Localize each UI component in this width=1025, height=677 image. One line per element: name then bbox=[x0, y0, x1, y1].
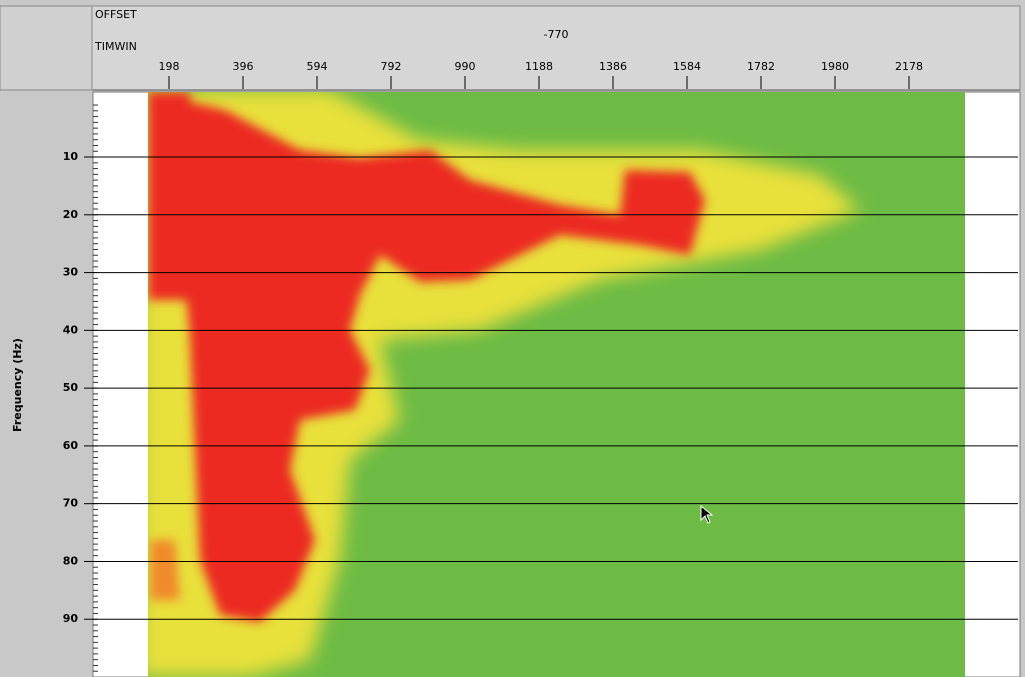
header-panel bbox=[91, 5, 1021, 91]
x-tick-label: 1782 bbox=[747, 60, 775, 73]
y-tick-label: 80 bbox=[63, 554, 79, 567]
y-tick-label: 60 bbox=[63, 439, 79, 452]
y-tick-label: 30 bbox=[63, 266, 79, 279]
x-tick-label: 990 bbox=[455, 60, 476, 73]
x-tick-label: 1188 bbox=[525, 60, 553, 73]
y-axis-label: Frequency (Hz) bbox=[11, 338, 24, 432]
offset-value: -770 bbox=[544, 28, 569, 41]
x-tick-label: 792 bbox=[381, 60, 402, 73]
y-tick-label: 90 bbox=[63, 612, 79, 625]
y-tick-label: 70 bbox=[63, 497, 79, 510]
x-tick-label: 1980 bbox=[821, 60, 849, 73]
x-tick-label: 594 bbox=[307, 60, 328, 73]
x-tick-label: 1584 bbox=[673, 60, 701, 73]
y-tick-label: 40 bbox=[63, 323, 79, 336]
x-tick-label: 2178 bbox=[895, 60, 923, 73]
heat-field bbox=[148, 92, 965, 677]
y-tick-label: 50 bbox=[63, 381, 79, 394]
x-tick-label: 1386 bbox=[599, 60, 627, 73]
y-tick-label: 10 bbox=[63, 150, 79, 163]
timwin-label: TIMWIN bbox=[94, 40, 137, 53]
offset-label: OFFSET bbox=[95, 8, 137, 21]
x-tick-label: 396 bbox=[233, 60, 254, 73]
x-tick-label: 198 bbox=[159, 60, 180, 73]
y-tick-label: 20 bbox=[63, 208, 79, 221]
corner-cell bbox=[0, 5, 93, 91]
mouse-cursor bbox=[700, 505, 714, 524]
